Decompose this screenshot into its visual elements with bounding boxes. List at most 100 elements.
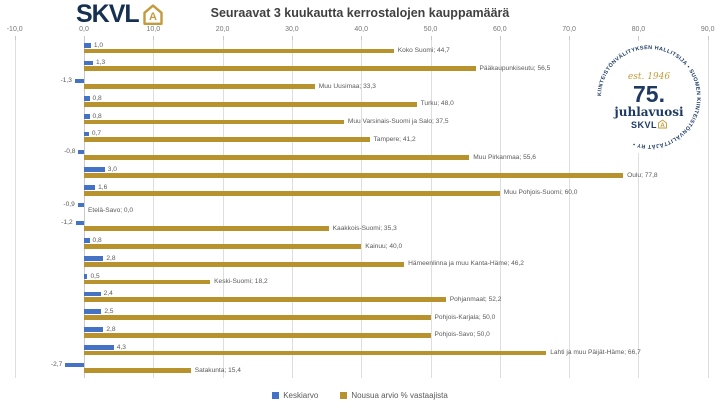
nousua-arvio-bar (84, 66, 476, 72)
category-value-label: Kainuu; 40,0 (365, 242, 403, 250)
keskiarvo-bar (74, 78, 84, 84)
category-value-label: Keski-Suomi; 18,2 (214, 278, 268, 286)
axis-tick (499, 36, 501, 40)
nousua-arvio-bar (84, 226, 329, 232)
nousua-arvio-bar (84, 119, 344, 125)
keskiarvo-bar (84, 131, 89, 137)
nousua-arvio-bar (84, 315, 431, 320)
category-value-label: Lahti ja muu Päijät-Häme; 66,7 (550, 349, 641, 357)
keskiarvo-bar (84, 273, 88, 279)
axis-tick (361, 36, 363, 40)
keskiarvo-value-label: 1,6 (98, 183, 108, 191)
axis-tick-label: 50,0 (423, 26, 438, 33)
keskiarvo-bar (75, 220, 84, 226)
keskiarvo-bar (84, 43, 91, 48)
legend-label-keskiarvo: Keskiarvo (283, 391, 319, 400)
nousua-arvio-bar (84, 261, 405, 267)
nousua-arvio-bar (84, 243, 362, 249)
chart-legend: Keskiarvo Nousua arvio % vastaajista (0, 391, 720, 400)
keskiarvo-bar (84, 114, 90, 119)
keskiarvo-bar (65, 362, 84, 368)
axis-tick (84, 36, 85, 40)
category-value-label: Muu Uusimaa; 33,3 (318, 82, 376, 90)
keskiarvo-bar (84, 96, 90, 101)
keskiarvo-value-label: 0,8 (92, 236, 102, 244)
skvl-logo-text: SKVL (76, 0, 140, 28)
chart-title: Seuraavat 3 kuukautta kerrostalojen kaup… (210, 6, 510, 20)
keskiarvo-value-label: -2,7 (50, 361, 63, 369)
category-value-label: Tampere; 41,2 (373, 136, 416, 144)
keskiarvo-bar (84, 238, 90, 243)
gridline (291, 40, 293, 378)
axis-tick (153, 36, 155, 40)
nousua-arvio-bar (84, 155, 470, 160)
category-value-label: Koko Suomi; 44,7 (397, 47, 450, 55)
keskiarvo-bar (84, 291, 101, 297)
axis-tick (569, 36, 571, 40)
house-a-icon: A (142, 3, 163, 25)
badge-house-a-icon: A (658, 119, 667, 129)
svg-text:A: A (660, 123, 665, 129)
keskiarvo-value-label: 0,8 (92, 112, 102, 120)
axis-tick (222, 36, 224, 40)
legend-swatch-gold (340, 392, 348, 399)
gridline (430, 40, 432, 378)
nousua-arvio-bar (84, 279, 211, 285)
axis-tick (638, 36, 640, 40)
axis-tick (707, 36, 709, 40)
anniversary-badge: KIINTEISTÖNVÄLITYKSEN HALLITSIJA • SUOME… (592, 40, 706, 154)
axis-tick-label: 80,0 (631, 26, 646, 33)
badge-75: 75. (633, 81, 665, 107)
nousua-arvio-bar (84, 48, 394, 54)
gridline (14, 40, 16, 378)
axis-tick (14, 36, 16, 40)
nousua-arvio-bar (84, 137, 370, 143)
keskiarvo-bar (84, 185, 96, 190)
nousua-arvio-bar (84, 332, 431, 338)
nousua-arvio-bar (84, 84, 315, 89)
category-value-label: Muu Pirkanmaa; 55,6 (473, 153, 536, 161)
keskiarvo-bar (84, 309, 102, 315)
keskiarvo-value-label: 2,4 (103, 290, 113, 298)
axis-tick-label: 40,0 (354, 26, 368, 33)
category-value-label: Kaakkois-Suomi; 35,3 (332, 224, 397, 232)
axis-tick-label: 0,0 (79, 26, 89, 33)
category-value-label: Satakunta; 15,4 (194, 366, 241, 374)
legend-label-nousua-arvio: Nousua arvio % vastaajista (351, 391, 448, 400)
badge-juhlavuosi: juhlavuosi (613, 105, 684, 119)
category-value-label: Muu Varsinais-Suomi ja Salo; 37,5 (347, 118, 449, 126)
nousua-arvio-bar (84, 350, 547, 356)
svg-text:A: A (149, 11, 157, 23)
gridline (222, 40, 224, 378)
badge-skvl-text: SKVL (631, 120, 657, 130)
axis-tick-label: 70,0 (562, 26, 576, 33)
gridline (707, 40, 709, 378)
axis-tick-label: 90,0 (700, 26, 715, 33)
keskiarvo-value-label: 2,5 (104, 308, 114, 316)
legend-item-keskiarvo: Keskiarvo (272, 391, 318, 400)
keskiarvo-value-label: 1,3 (96, 59, 106, 67)
category-value-label: Etelä-Savo; 0,0 (88, 207, 134, 215)
gridline (361, 40, 363, 378)
keskiarvo-bar (84, 60, 93, 66)
nousua-arvio-bar (84, 101, 417, 107)
gridline (569, 40, 571, 378)
keskiarvo-value-label: -1,3 (60, 77, 72, 85)
gridline (499, 40, 501, 378)
legend-item-nousua-arvio: Nousua arvio % vastaajista (340, 391, 448, 400)
nousua-arvio-bar (84, 368, 191, 374)
gridline (84, 40, 85, 378)
category-value-label: Pohjois-Savo; 50,0 (434, 331, 490, 339)
gridline (638, 40, 640, 378)
keskiarvo-bar (84, 256, 104, 261)
keskiarvo-value-label: 0,5 (90, 272, 100, 280)
skvl-logo: SKVL A (76, 0, 165, 28)
axis-tick (291, 36, 293, 40)
nousua-arvio-bar (84, 190, 500, 196)
axis-tick-label: 10,0 (146, 26, 161, 33)
keskiarvo-value-label: 4,3 (116, 343, 126, 351)
keskiarvo-bar (84, 167, 105, 172)
badge-background (592, 40, 706, 154)
